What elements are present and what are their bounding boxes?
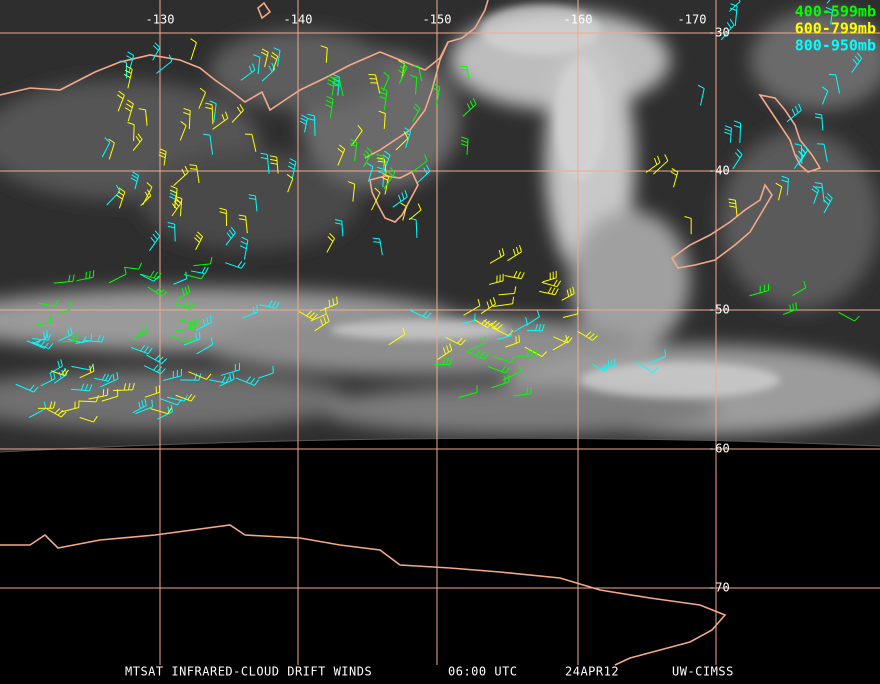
longitude-label: -160 — [564, 13, 593, 27]
longitude-label: -170 — [678, 13, 707, 27]
latitude-label: -40 — [708, 164, 730, 178]
latitude-label: -70 — [708, 581, 730, 595]
latitude-label: -60 — [708, 442, 730, 456]
time: 06:00 UTC — [448, 665, 518, 679]
longitude-label: -130 — [146, 13, 175, 27]
legend-label: 800-950mb — [795, 37, 876, 55]
longitude-label: -150 — [423, 13, 452, 27]
latitude-label: -30 — [708, 26, 730, 40]
longitude-label: -140 — [284, 13, 313, 27]
legend-label: 600-799mb — [795, 20, 876, 38]
date: 24APR12 — [565, 665, 619, 679]
legend: 400-599mb 600-799mb 800-950mb — [795, 3, 876, 55]
source: UW-CIMSS — [672, 665, 734, 679]
product-name: MTSAT INFRARED-CLOUD DRIFT WINDS — [125, 665, 372, 679]
latitude-label: -50 — [708, 303, 730, 317]
legend-label: 400-599mb — [795, 3, 876, 21]
